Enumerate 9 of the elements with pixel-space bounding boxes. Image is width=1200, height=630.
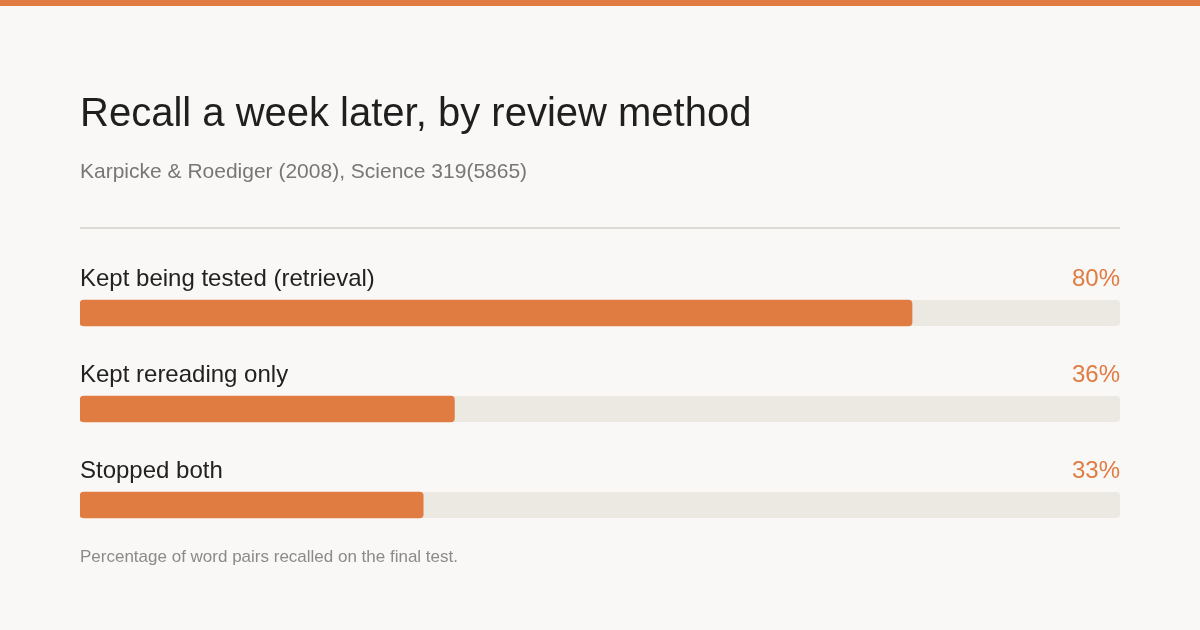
- y-tick-label: Kept rereading only: [80, 360, 289, 387]
- chart-subtitle: Karpicke & Roediger (2008), Science 319(5865): [80, 159, 528, 183]
- chart-title: Recall a week later, by review method: [80, 90, 752, 135]
- data-label: 80%: [1071, 264, 1120, 291]
- y-tick-label: Kept being tested (retrieval): [80, 264, 375, 291]
- data-label: 36%: [1071, 360, 1120, 387]
- data-label: 33%: [1071, 456, 1120, 483]
- text: Percentage of word pairs recalled on the final test.: [80, 547, 458, 567]
- y-tick-label: Stopped both: [80, 456, 223, 483]
